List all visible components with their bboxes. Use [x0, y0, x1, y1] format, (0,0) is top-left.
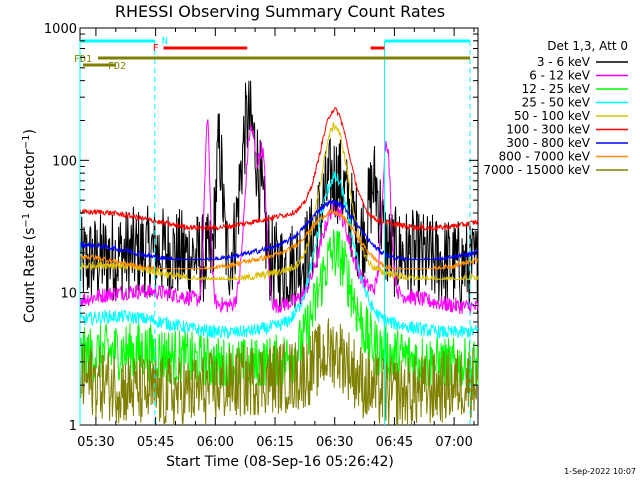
annotation-bars: NF FD1 FD2 — [74, 36, 471, 425]
x-tick-label-0: 05:30 — [77, 435, 114, 450]
y-tick-label-3: 1000 — [44, 22, 77, 37]
legend-header: Det 1,3, Att 0 — [547, 39, 628, 53]
flare-label: F — [153, 43, 159, 54]
x-tick-label-5: 06:45 — [376, 435, 413, 450]
x-tick-label-3: 06:15 — [256, 435, 293, 450]
series-layer — [79, 80, 479, 426]
series-line-3 — [79, 171, 479, 339]
y-tick-label-1: 10 — [60, 287, 77, 302]
x-axis-label: Start Time (08-Sep-16 05:26:42) — [166, 454, 394, 470]
legend-label-7: 800 - 7000 keV — [499, 150, 591, 164]
legend-label-4: 50 - 100 keV — [514, 109, 591, 123]
legend-label-1: 6 - 12 keV — [529, 69, 591, 83]
x-tick-label-1: 05:45 — [137, 435, 174, 450]
series-line-1 — [79, 119, 479, 315]
legend-label-0: 3 - 6 keV — [537, 55, 591, 69]
x-tick-label-6: 07:00 — [435, 435, 472, 450]
legend-label-3: 25 - 50 keV — [522, 96, 591, 110]
legend-label-8: 7000 - 15000 keV — [483, 163, 590, 177]
series-line-7 — [79, 208, 479, 271]
x-tick-label-2: 06:00 — [197, 435, 234, 450]
axis-ticks: 05:30 05:45 06:00 06:15 06:30 06:45 07:00 1 10 10… — [44, 22, 478, 450]
night-label: N — [162, 36, 168, 47]
chart-title: RHESSI Observing Summary Count Rates — [115, 2, 445, 21]
legend-label-5: 100 - 300 keV — [506, 123, 590, 137]
y-axis-label: Count Rate (s−1 detector−1) — [21, 129, 38, 323]
fd2-label: FD2 — [108, 61, 126, 72]
legend-label-6: 300 - 800 keV — [506, 136, 590, 150]
fd1-label: FD1 — [74, 54, 92, 65]
y-tick-label-0: 1 — [69, 419, 77, 434]
x-tick-label-4: 06:30 — [316, 435, 353, 450]
series-line-8 — [79, 318, 479, 426]
series-line-6 — [79, 198, 479, 262]
y-tick-label-2: 100 — [52, 154, 77, 169]
legend-label-2: 12 - 25 keV — [522, 82, 591, 96]
footer-date: 1-Sep-2022 10:07 — [564, 467, 636, 476]
series-line-5 — [79, 107, 479, 232]
